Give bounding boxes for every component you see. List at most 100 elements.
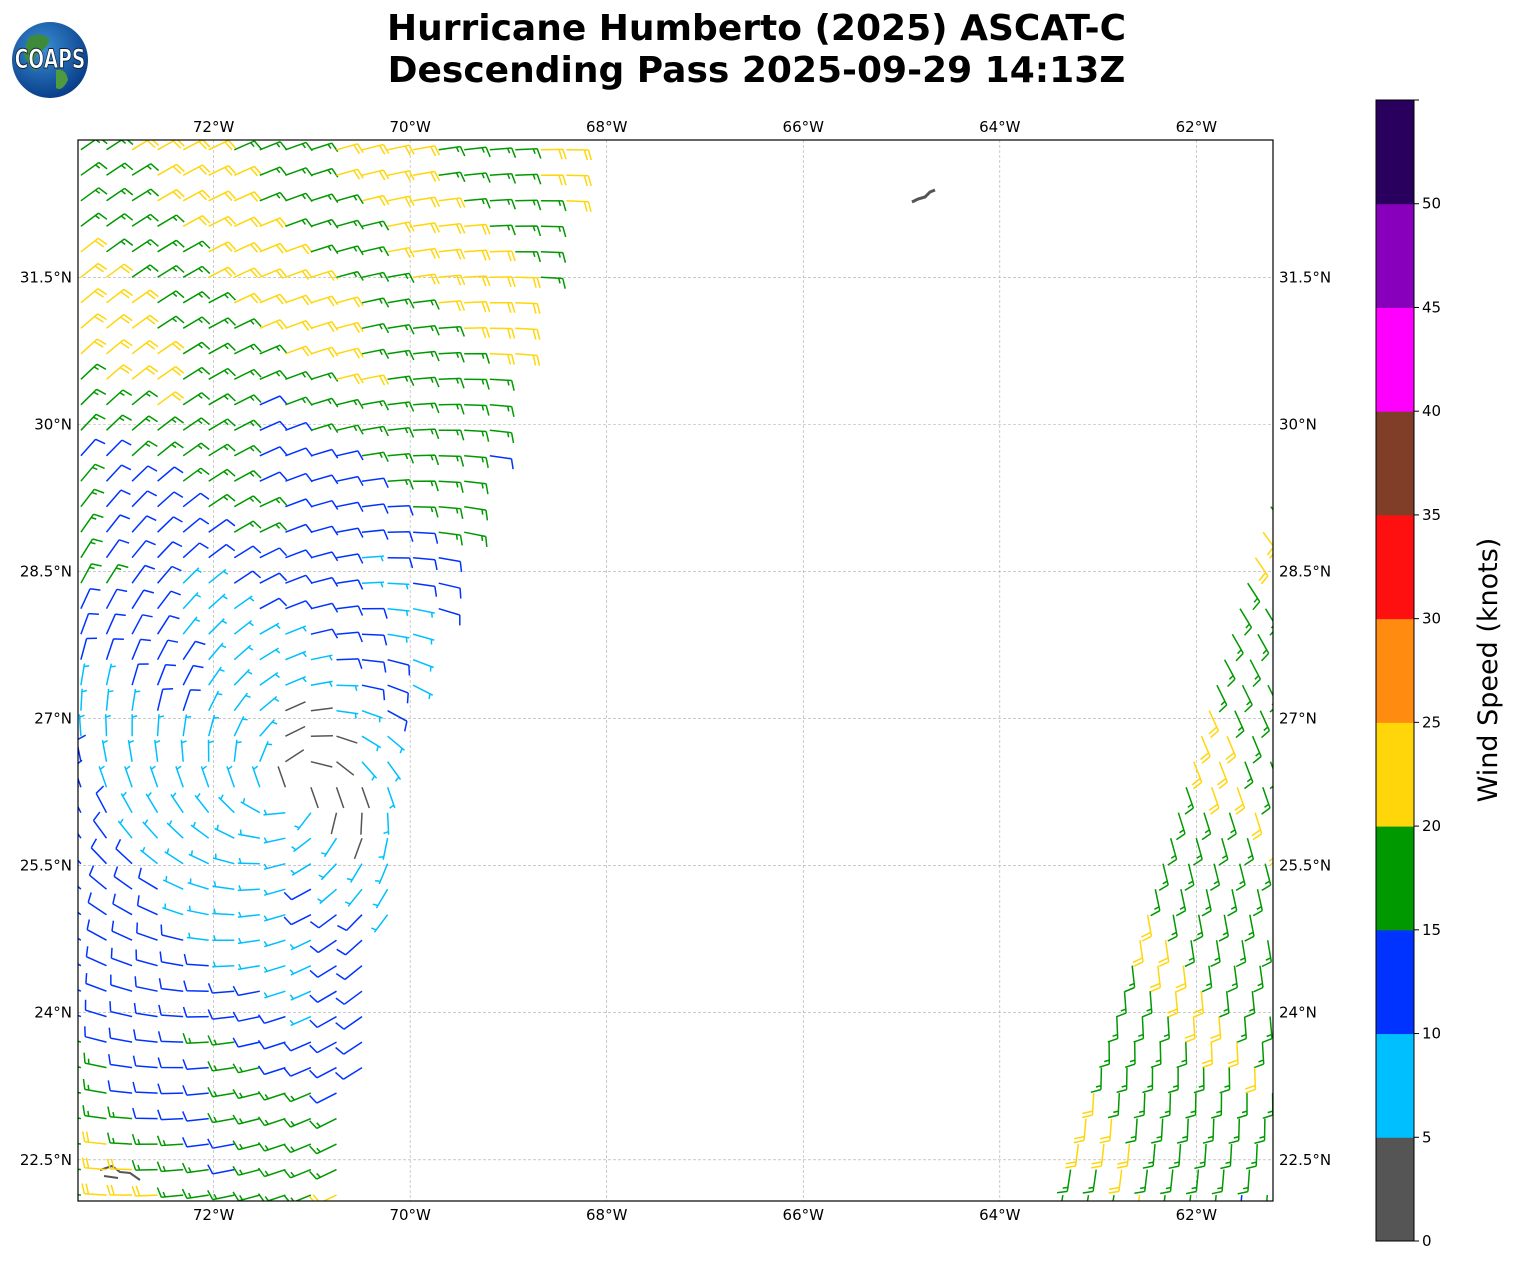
- wind-barb: [375, 863, 389, 885]
- wind-barb: [263, 913, 286, 922]
- wind-barb: [208, 241, 237, 253]
- wind-barb: [310, 218, 339, 229]
- wind-barb: [285, 625, 307, 635]
- wind-barb: [285, 676, 307, 686]
- wind-barb: [515, 353, 541, 366]
- wind-barb: [208, 666, 225, 686]
- wind-barb: [336, 939, 363, 956]
- wind-barb: [412, 273, 440, 285]
- lat-label-right: 30°N: [1279, 415, 1317, 433]
- wind-barb: [106, 364, 133, 380]
- wind-barb: [105, 638, 124, 660]
- colorbar-bin: [1376, 722, 1414, 827]
- wind-barb: [361, 143, 390, 155]
- wind-barb: [259, 242, 288, 254]
- wind-barb: [183, 953, 209, 967]
- wind-barb: [233, 292, 262, 304]
- wind-barb: [289, 939, 312, 951]
- wind-barb: [156, 663, 177, 686]
- wind-barb: [353, 837, 363, 860]
- wind-barb: [182, 664, 204, 686]
- wind-barb: [257, 1141, 286, 1152]
- wind-barb: [263, 888, 286, 896]
- lon-label-bottom: 72°W: [193, 1206, 235, 1224]
- wind-barb: [1158, 863, 1169, 891]
- colorbar-bin: [1376, 307, 1414, 412]
- wind-barb: [285, 650, 307, 661]
- wind-barb: [1189, 1195, 1192, 1201]
- wind-barb: [208, 317, 237, 329]
- wind-barb: [283, 1168, 312, 1179]
- wind-barb: [1200, 735, 1211, 764]
- wind-barb: [182, 341, 211, 355]
- wind-barb: [310, 786, 319, 809]
- wind-barb: [1185, 1169, 1200, 1195]
- wind-barb: [182, 1111, 209, 1122]
- wind-barb: [489, 147, 517, 158]
- wind-barb: [131, 638, 151, 660]
- wind-barb: [105, 663, 116, 686]
- wind-barb: [310, 167, 339, 178]
- wind-barb: [263, 809, 286, 816]
- lon-label-bottom: 66°W: [783, 1206, 825, 1224]
- wind-barb: [283, 1041, 312, 1052]
- wind-barb: [412, 247, 440, 259]
- wind-barb: [1227, 965, 1239, 993]
- wind-barb: [310, 654, 333, 661]
- wind-barb: [464, 172, 491, 183]
- wind-barb: [101, 739, 108, 762]
- wind-barb: [1261, 940, 1273, 968]
- wind-barb: [208, 518, 236, 533]
- wind-barb: [336, 761, 355, 776]
- wind-barb: [438, 377, 465, 389]
- wind-barb: [1184, 1016, 1196, 1043]
- wind-barb: [259, 420, 288, 431]
- wind-barb: [361, 400, 390, 411]
- wind-barb: [1210, 863, 1221, 891]
- lon-label-top: 70°W: [389, 118, 431, 136]
- wind-barb: [309, 1117, 337, 1130]
- wind-barb: [208, 140, 237, 151]
- wind-barb: [387, 452, 415, 464]
- wind-barb: [566, 174, 592, 187]
- wind-barb: [336, 579, 364, 590]
- wind-barb: [1264, 608, 1273, 636]
- wind-barb: [157, 290, 185, 304]
- wind-barb: [387, 607, 410, 616]
- wind-barb: [156, 639, 179, 661]
- wind-barb: [157, 391, 185, 406]
- wind-barb: [309, 914, 337, 929]
- wind-barb: [387, 246, 415, 259]
- wind-barb: [132, 1081, 158, 1094]
- wind-barb: [133, 1029, 158, 1043]
- wind-barb: [233, 739, 242, 762]
- wind-barb: [413, 350, 440, 362]
- wind-barb: [285, 370, 313, 381]
- wind-barb: [1228, 1118, 1241, 1145]
- wind-barb: [182, 164, 211, 176]
- wind-barb: [157, 441, 184, 457]
- wind-barb: [1090, 1067, 1103, 1094]
- wind-barb: [86, 919, 107, 941]
- wind-barb: [1261, 863, 1272, 892]
- wind-barb: [131, 365, 159, 380]
- wind-barb: [233, 140, 262, 151]
- wind-barb: [1251, 735, 1262, 764]
- wind-barb: [181, 1188, 209, 1200]
- title-line-1: Hurricane Humberto (2025) ASCAT-C: [386, 8, 1127, 49]
- wind-barb: [120, 791, 133, 814]
- wind-barb: [515, 276, 541, 289]
- wind-barb: [157, 491, 184, 508]
- wind-barb: [208, 642, 227, 661]
- wind-barb: [1241, 684, 1253, 713]
- wind-barb: [106, 213, 134, 227]
- wind-barb: [212, 881, 235, 890]
- wind-barb: [157, 565, 182, 584]
- wind-barb: [131, 440, 158, 457]
- wind-barb: [166, 820, 184, 839]
- wind-barb: [131, 589, 155, 610]
- wind-barb: [489, 404, 515, 417]
- wind-barb: [259, 344, 288, 355]
- colorbar-label: Wind Speed (knots): [1473, 538, 1504, 803]
- wind-barb: [1061, 1194, 1064, 1201]
